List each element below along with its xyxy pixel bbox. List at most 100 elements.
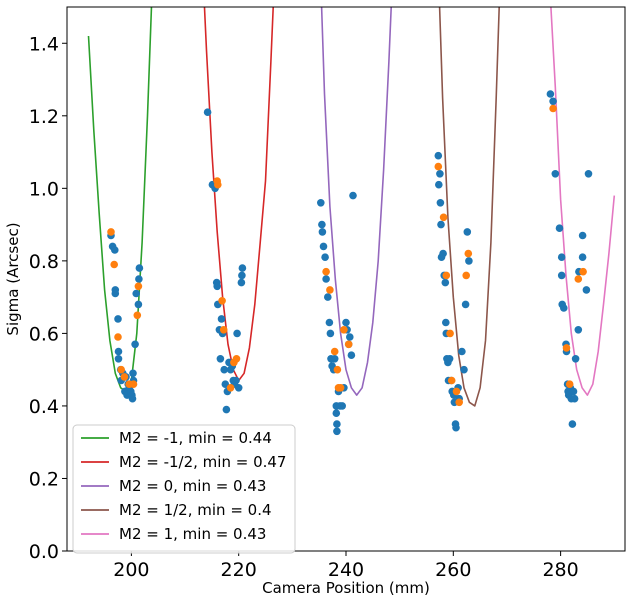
scatter-point-0 [216, 355, 225, 363]
scatter-point-0 [461, 300, 470, 309]
scatter-point-0 [574, 326, 583, 334]
scatter-point-1 [464, 249, 473, 258]
scatter-point-1 [322, 267, 330, 276]
scatter-point-0 [442, 318, 450, 327]
y-tick-label: 1.4 [29, 33, 59, 55]
scatter-point-0 [238, 271, 246, 280]
scatter-point-0 [234, 384, 243, 392]
scatter-point-0 [129, 369, 137, 378]
scatter-point-1 [340, 326, 348, 334]
scatter-point-1 [442, 271, 451, 280]
scatter-point-1 [565, 380, 574, 389]
scatter-point-0 [332, 409, 341, 418]
scatter-point-1 [434, 162, 443, 171]
scatter-point-0 [349, 191, 357, 200]
scatter-point-0 [551, 170, 560, 178]
scatter-point-0 [549, 97, 557, 106]
scatter-point-1 [214, 180, 222, 189]
scatter-point-0 [233, 329, 241, 338]
scatter-point-1 [330, 347, 339, 356]
scatter-point-1 [219, 326, 228, 334]
scatter-point-0 [238, 264, 247, 272]
scatter-point-0 [445, 355, 454, 363]
scatter-point-0 [333, 427, 341, 436]
scatter-point-0 [322, 275, 330, 283]
fit-curve-4 [550, 7, 616, 396]
scatter-point-0 [232, 376, 240, 385]
scatter-point-0 [463, 228, 472, 236]
scatter-point-1 [117, 365, 125, 374]
scatter-point-0 [557, 253, 566, 261]
scatter-point-0 [217, 315, 226, 323]
scatter-point-0 [436, 199, 445, 207]
scatter-point-1 [232, 355, 241, 363]
scatter-point-0 [319, 242, 328, 251]
scatter-point-1 [107, 228, 115, 236]
scatter-point-0 [570, 394, 579, 403]
fit-curve-0 [87, 7, 153, 393]
scatter-point-1 [439, 213, 448, 222]
scatter-point-1 [134, 282, 143, 291]
y-tick-label: 0.4 [29, 396, 59, 418]
scatter-point-1 [129, 380, 138, 389]
scatter-point-0 [237, 278, 246, 287]
legend-entry-label: M2 = 1, min = 0.43 [119, 525, 266, 543]
scatter-point-1 [110, 260, 118, 269]
scatter-point-0 [318, 228, 327, 236]
y-tick-label: 0.8 [29, 251, 59, 273]
scatter-point-0 [132, 289, 140, 298]
scatter-point-1 [579, 267, 587, 276]
scatter-point-1 [462, 271, 471, 280]
scatter-point-0 [220, 365, 228, 374]
scatter-point-0 [203, 108, 212, 116]
scatter-point-1 [336, 384, 345, 392]
x-tick-label: 240 [328, 559, 364, 581]
scatter-point-0 [213, 282, 221, 291]
scatter-point-0 [584, 170, 593, 178]
scatter-point-0 [128, 394, 137, 403]
scatter-point-0 [114, 355, 123, 363]
y-tick-label: 1.0 [29, 178, 59, 200]
scatter-points [107, 90, 593, 436]
scatter-point-1 [452, 387, 461, 396]
scatter-point-0 [578, 253, 587, 261]
scatter-point-0 [330, 355, 339, 363]
scatter-point-0 [452, 423, 460, 432]
scatter-point-0 [571, 355, 580, 363]
legend-entry-label: M2 = 1/2, min = 0.4 [119, 501, 272, 519]
scatter-point-0 [557, 271, 566, 280]
scatter-point-1 [218, 297, 226, 305]
scatter-point-0 [346, 333, 354, 341]
scatter-point-0 [222, 405, 231, 414]
legend-entry-label: M2 = -1, min = 0.44 [119, 429, 272, 447]
scatter-point-0 [569, 387, 578, 396]
x-tick-label: 280 [542, 559, 578, 581]
scatter-point-1 [574, 275, 583, 283]
scatter-point-0 [325, 318, 334, 327]
y-axis-title: Sigma (Arcsec) [4, 222, 22, 335]
scatter-point-1 [455, 398, 464, 407]
x-tick-label: 200 [113, 559, 149, 581]
scatter-point-0 [111, 246, 119, 254]
legend-box [72, 424, 296, 554]
scatter-point-0 [135, 275, 143, 283]
scatter-point-1 [549, 104, 557, 113]
scatter-point-1 [120, 373, 129, 381]
scatter-point-0 [465, 257, 473, 265]
scatter-point-0 [458, 347, 466, 356]
x-axis-title: Camera Position (mm) [262, 579, 430, 597]
legend-entry-label: M2 = -1/2, min = 0.47 [119, 453, 286, 471]
scatter-point-1 [447, 376, 456, 385]
x-tick-label: 260 [435, 559, 471, 581]
scatter-point-0 [568, 420, 577, 428]
scatter-point-0 [321, 253, 329, 261]
scatter-point-0 [441, 278, 450, 287]
scatter-point-0 [221, 380, 230, 389]
scatter-point-0 [333, 420, 341, 428]
scatter-point-0 [134, 300, 143, 309]
scatter-point-0 [347, 351, 356, 360]
fit-curve-2 [320, 7, 393, 396]
y-tick-label: 1.2 [29, 106, 59, 128]
